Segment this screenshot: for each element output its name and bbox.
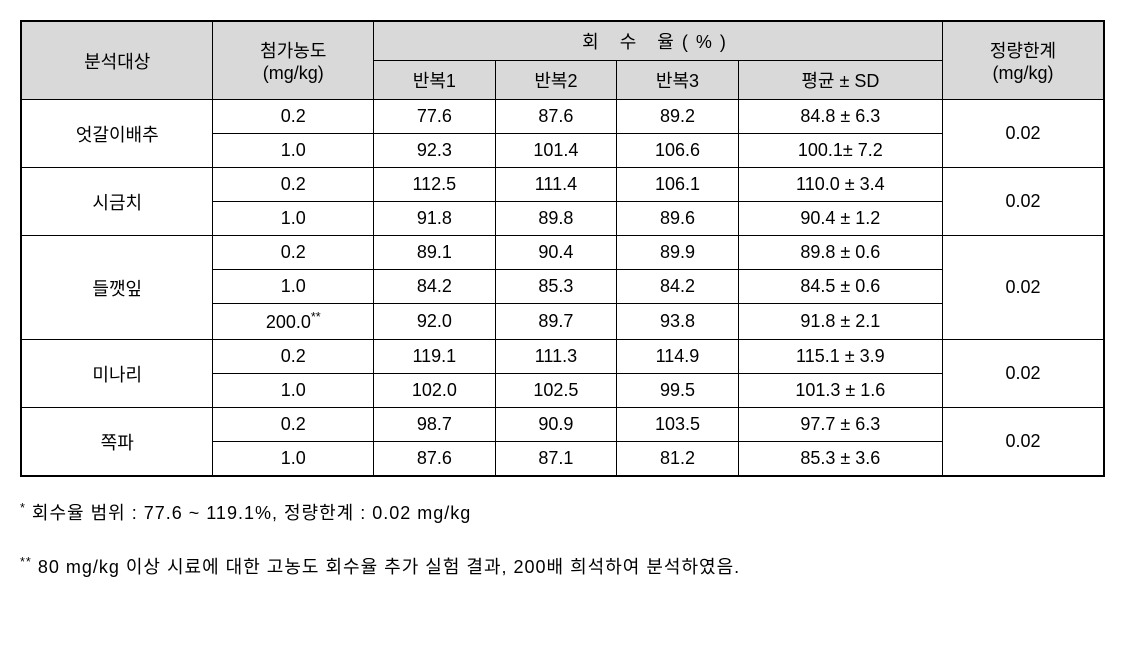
cell-r1: 91.8 [374, 202, 496, 236]
cell-r1: 119.1 [374, 340, 496, 374]
cell-conc: 1.0 [213, 202, 374, 236]
cell-r1: 112.5 [374, 168, 496, 202]
recovery-table: 분석대상 첨가농도 (mg/kg) 회 수 율(%) 정량한계 (mg/kg) … [20, 20, 1105, 477]
cell-r3: 89.9 [617, 236, 739, 270]
cell-r2: 85.3 [495, 270, 617, 304]
cell-conc: 1.0 [213, 270, 374, 304]
cell-r1: 102.0 [374, 374, 496, 408]
table-body: 엇갈이배추0.277.687.689.284.8 ± 6.30.021.092.… [21, 100, 1104, 477]
table-row: 미나리0.2119.1111.3114.9115.1 ± 3.90.02 [21, 340, 1104, 374]
cell-loq: 0.02 [942, 168, 1104, 236]
cell-mean: 89.8 ± 0.6 [738, 236, 942, 270]
header-rep3: 반복3 [617, 61, 739, 100]
cell-r3: 84.2 [617, 270, 739, 304]
table-row: 쪽파0.298.790.9103.597.7 ± 6.30.02 [21, 408, 1104, 442]
cell-r2: 111.3 [495, 340, 617, 374]
cell-r1: 84.2 [374, 270, 496, 304]
header-target: 분석대상 [21, 21, 213, 100]
cell-r1: 98.7 [374, 408, 496, 442]
cell-conc: 0.2 [213, 168, 374, 202]
cell-r1: 92.3 [374, 134, 496, 168]
cell-loq: 0.02 [942, 408, 1104, 477]
cell-target: 쪽파 [21, 408, 213, 477]
header-loq: 정량한계 (mg/kg) [942, 21, 1104, 100]
cell-mean: 110.0 ± 3.4 [738, 168, 942, 202]
table-row: 들깻잎0.289.190.489.989.8 ± 0.60.02 [21, 236, 1104, 270]
footnote-2: ** 80 mg/kg 이상 시료에 대한 고농도 회수율 추가 실험 결과, … [20, 549, 1105, 585]
cell-mean: 85.3 ± 3.6 [738, 442, 942, 477]
cell-conc: 1.0 [213, 442, 374, 477]
cell-r2: 101.4 [495, 134, 617, 168]
cell-mean: 91.8 ± 2.1 [738, 304, 942, 340]
header-rep2: 반복2 [495, 61, 617, 100]
cell-target: 엇갈이배추 [21, 100, 213, 168]
header-conc: 첨가농도 (mg/kg) [213, 21, 374, 100]
cell-loq: 0.02 [942, 236, 1104, 340]
cell-target: 시금치 [21, 168, 213, 236]
cell-conc: 0.2 [213, 408, 374, 442]
table-row: 시금치0.2112.5111.4106.1110.0 ± 3.40.02 [21, 168, 1104, 202]
table-row: 엇갈이배추0.277.687.689.284.8 ± 6.30.02 [21, 100, 1104, 134]
cell-r1: 77.6 [374, 100, 496, 134]
cell-conc: 1.0 [213, 374, 374, 408]
cell-r1: 89.1 [374, 236, 496, 270]
cell-r3: 106.1 [617, 168, 739, 202]
cell-r3: 99.5 [617, 374, 739, 408]
cell-r3: 114.9 [617, 340, 739, 374]
header-rep1: 반복1 [374, 61, 496, 100]
cell-r3: 93.8 [617, 304, 739, 340]
cell-r2: 111.4 [495, 168, 617, 202]
cell-conc: 0.2 [213, 340, 374, 374]
header-recovery-group: 회 수 율(%) [374, 21, 943, 61]
header-mean-sd: 평균 ± SD [738, 61, 942, 100]
footnote-1: * 회수율 범위 : 77.6 ~ 119.1%, 정량한계 : 0.02 mg… [20, 495, 1105, 531]
cell-r3: 103.5 [617, 408, 739, 442]
cell-loq: 0.02 [942, 100, 1104, 168]
cell-r3: 81.2 [617, 442, 739, 477]
cell-mean: 101.3 ± 1.6 [738, 374, 942, 408]
cell-r3: 106.6 [617, 134, 739, 168]
cell-target: 미나리 [21, 340, 213, 408]
cell-r3: 89.6 [617, 202, 739, 236]
cell-r2: 89.7 [495, 304, 617, 340]
cell-r3: 89.2 [617, 100, 739, 134]
cell-r2: 87.1 [495, 442, 617, 477]
cell-r2: 87.6 [495, 100, 617, 134]
cell-mean: 115.1 ± 3.9 [738, 340, 942, 374]
cell-r2: 89.8 [495, 202, 617, 236]
cell-conc: 0.2 [213, 100, 374, 134]
cell-mean: 90.4 ± 1.2 [738, 202, 942, 236]
cell-conc: 200.0** [213, 304, 374, 340]
cell-mean: 97.7 ± 6.3 [738, 408, 942, 442]
cell-target: 들깻잎 [21, 236, 213, 340]
cell-mean: 84.5 ± 0.6 [738, 270, 942, 304]
cell-conc: 0.2 [213, 236, 374, 270]
cell-r2: 102.5 [495, 374, 617, 408]
cell-loq: 0.02 [942, 340, 1104, 408]
cell-r2: 90.9 [495, 408, 617, 442]
cell-r1: 92.0 [374, 304, 496, 340]
cell-r1: 87.6 [374, 442, 496, 477]
cell-r2: 90.4 [495, 236, 617, 270]
cell-mean: 84.8 ± 6.3 [738, 100, 942, 134]
cell-mean: 100.1± 7.2 [738, 134, 942, 168]
cell-conc: 1.0 [213, 134, 374, 168]
